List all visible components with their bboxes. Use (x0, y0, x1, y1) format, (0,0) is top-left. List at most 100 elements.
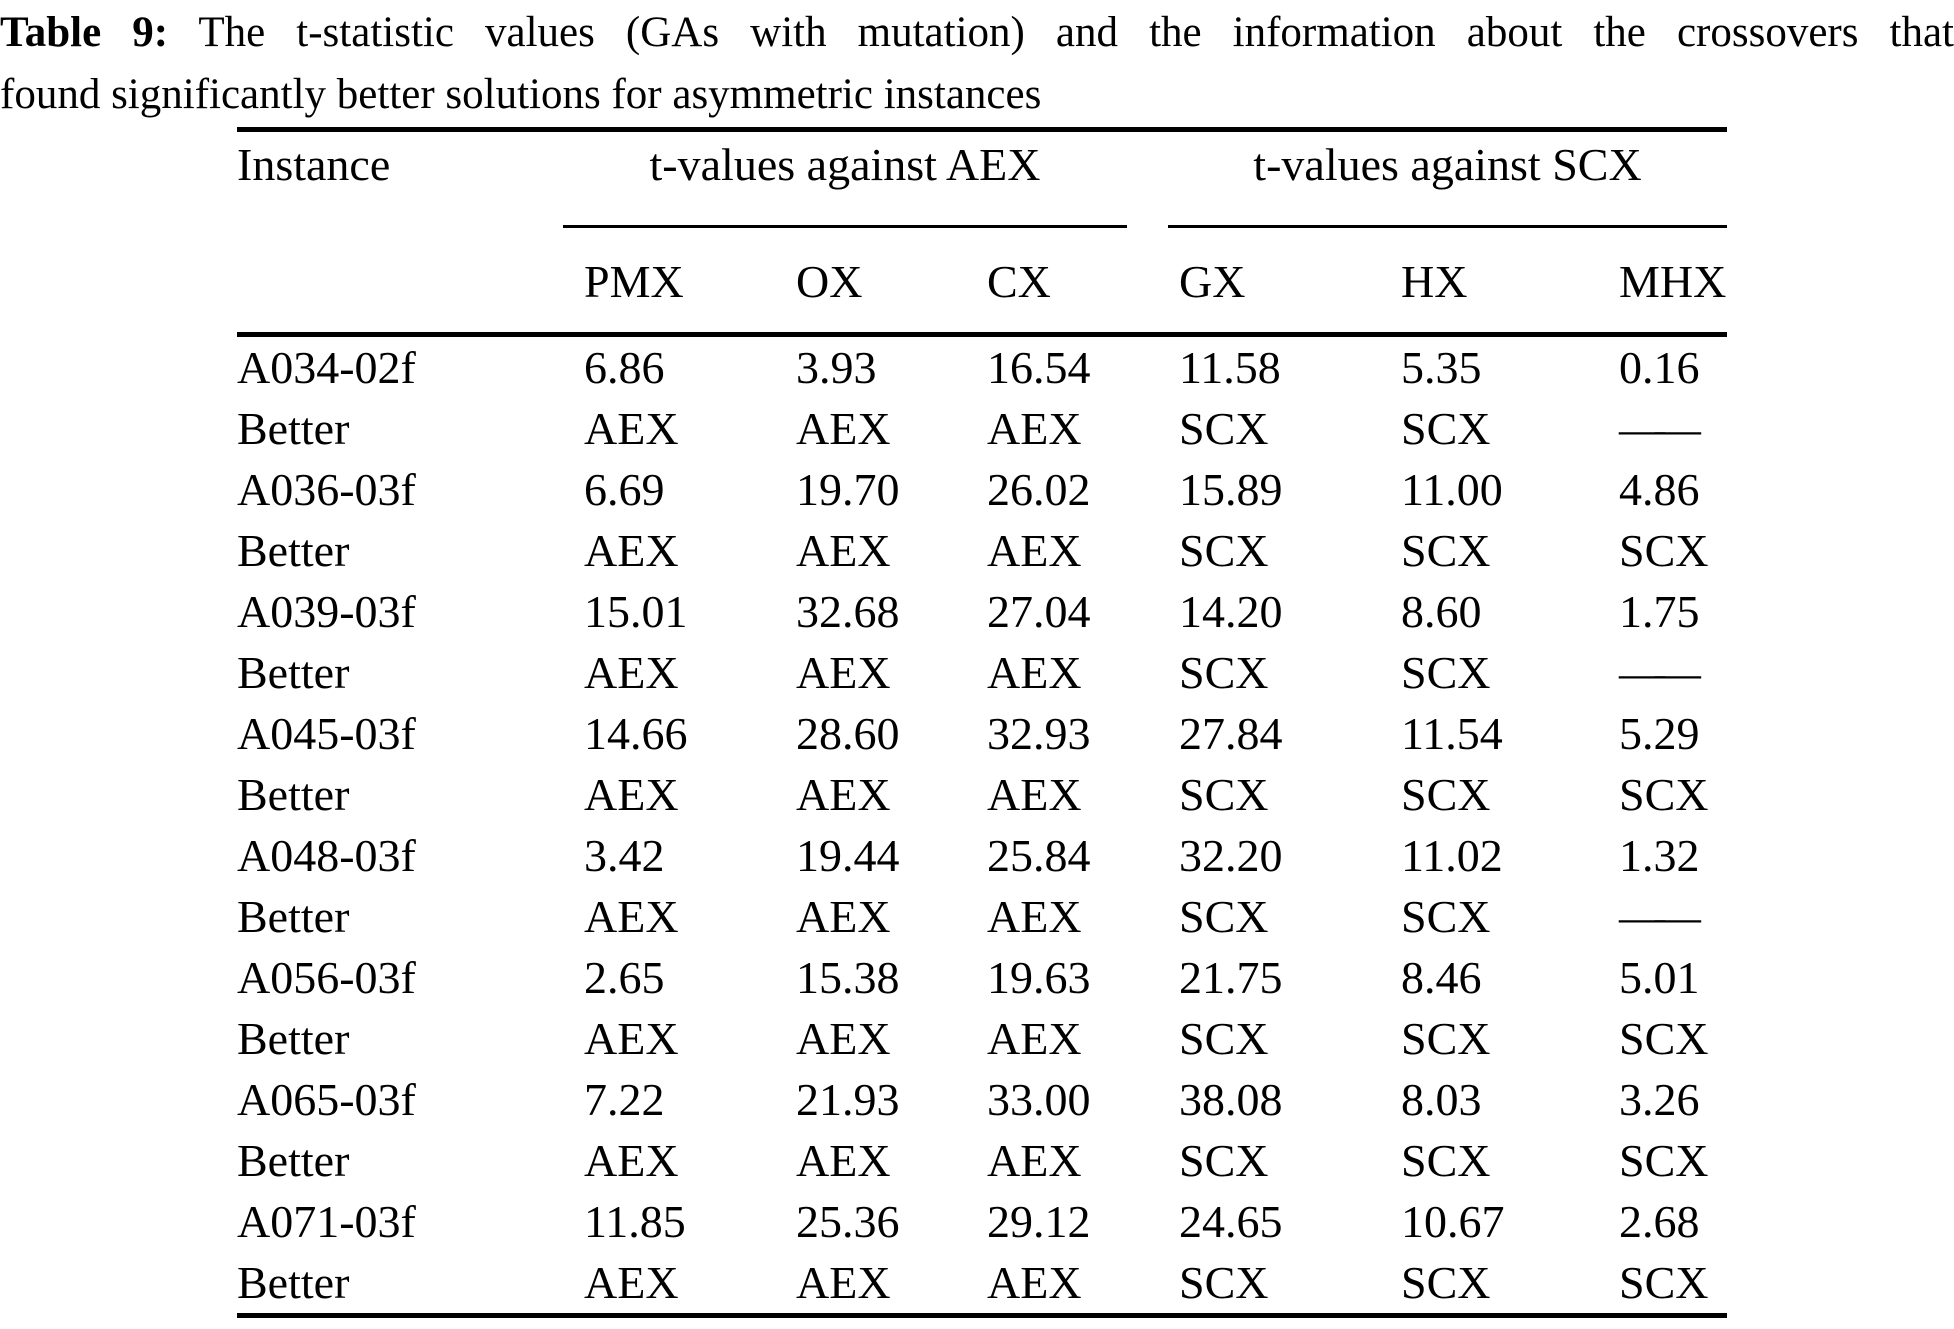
row-label: Better (237, 524, 350, 576)
row-label: A056-03f (237, 951, 416, 1003)
table-cell: 8.60 (1401, 585, 1482, 637)
table-cell: 1.32 (1619, 829, 1700, 881)
table-cell: SCX (1401, 1256, 1491, 1308)
table-row: A034-02f 6.86 3.93 16.54 11.58 5.35 0.16 (237, 337, 1727, 398)
table-cell: SCX (1179, 402, 1269, 454)
table-cell: 15.01 (584, 585, 688, 637)
row-label: A036-03f (237, 463, 416, 515)
table-cell: SCX (1401, 1134, 1491, 1186)
row-label: Better (237, 1012, 350, 1064)
table-cell: SCX (1179, 646, 1269, 698)
table-cell: 14.66 (584, 707, 688, 759)
table-cell: 11.85 (584, 1195, 686, 1247)
table-cell: 29.12 (987, 1195, 1091, 1247)
table-row: Better AEX AEX AEX SCX SCX SCX (237, 1130, 1727, 1191)
table-cell: AEX (584, 1134, 679, 1186)
row-label: Better (237, 768, 350, 820)
table-cell: 26.02 (987, 463, 1091, 515)
group-header-scx: t-values against SCX (1253, 139, 1642, 190)
table-cell: SCX (1179, 768, 1269, 820)
table-cell: AEX (584, 768, 679, 820)
table-row: A039-03f 15.01 32.68 27.04 14.20 8.60 1.75 (237, 581, 1727, 642)
table-cell: AEX (987, 768, 1082, 820)
table-cell: AEX (987, 524, 1082, 576)
table-cell: AEX (987, 890, 1082, 942)
table-cell: 4.86 (1619, 463, 1700, 515)
table-cell: 2.68 (1619, 1195, 1700, 1247)
table-cell: 32.93 (987, 707, 1091, 759)
table-top-rule (237, 127, 1727, 132)
table-cell: 21.93 (796, 1073, 900, 1125)
table-column-header-row: PMX OX CX GX HX MHX (237, 228, 1727, 332)
table-cell: 15.38 (796, 951, 900, 1003)
table-cell: SCX (1619, 524, 1709, 576)
table-cell: AEX (584, 402, 679, 454)
table-cell: 5.35 (1401, 341, 1482, 393)
table-cell: 15.89 (1179, 463, 1283, 515)
group-header-rules (237, 225, 1727, 228)
table-cell: SCX (1619, 1012, 1709, 1064)
table-cell: SCX (1179, 524, 1269, 576)
table-cell: AEX (584, 1012, 679, 1064)
table-cell: 27.84 (1179, 707, 1283, 759)
column-header-gx: GX (1179, 255, 1246, 307)
table-row: Better AEX AEX AEX SCX SCX SCX (237, 520, 1727, 581)
table-cell: SCX (1401, 1012, 1491, 1064)
row-label: A034-02f (237, 341, 416, 393)
no-winner-dash: —— (1619, 646, 1701, 698)
table-cell: AEX (987, 1134, 1082, 1186)
table-row: Better AEX AEX AEX SCX SCX SCX (237, 1252, 1727, 1313)
table-cell: AEX (987, 402, 1082, 454)
table-cell: AEX (796, 402, 891, 454)
table-cell: AEX (796, 1134, 891, 1186)
table-cell: AEX (987, 1012, 1082, 1064)
table-cell: 11.00 (1401, 463, 1503, 515)
table-row: A071-03f 11.85 25.36 29.12 24.65 10.67 2.68 (237, 1191, 1727, 1252)
table-cell: SCX (1401, 768, 1491, 820)
table-cell: 2.65 (584, 951, 665, 1003)
table-cell: AEX (796, 646, 891, 698)
table-row: A036-03f 6.69 19.70 26.02 15.89 11.00 4.86 (237, 459, 1727, 520)
row-label: A065-03f (237, 1073, 416, 1125)
caption-line-1: Table 9: The t-statistic values (GAs wit… (0, 2, 1954, 64)
table-cell: 27.04 (987, 585, 1091, 637)
table-cell: 11.54 (1401, 707, 1503, 759)
table-cell: 19.70 (796, 463, 900, 515)
table-cell: AEX (584, 1256, 679, 1308)
table-cell: AEX (796, 524, 891, 576)
table-row: A045-03f 14.66 28.60 32.93 27.84 11.54 5.29 (237, 703, 1727, 764)
table-cell: 11.02 (1401, 829, 1503, 881)
row-label: Better (237, 646, 350, 698)
table-cell: SCX (1401, 646, 1491, 698)
table-cell: AEX (584, 646, 679, 698)
table-cell: 19.63 (987, 951, 1091, 1003)
table-cell: 5.29 (1619, 707, 1700, 759)
table-cell: 8.46 (1401, 951, 1482, 1003)
table-cell: 28.60 (796, 707, 900, 759)
table-cell: 10.67 (1401, 1195, 1505, 1247)
statistics-table: Instance t-values against AEX t-values a… (237, 127, 1727, 1318)
row-label: A045-03f (237, 707, 416, 759)
table-cell: AEX (987, 646, 1082, 698)
table-cell: 5.01 (1619, 951, 1700, 1003)
column-header-pmx: PMX (584, 255, 684, 307)
table-cell: 33.00 (987, 1073, 1091, 1125)
row-label: A039-03f (237, 585, 416, 637)
table-cell: 8.03 (1401, 1073, 1482, 1125)
table-row: Better AEX AEX AEX SCX SCX —— (237, 642, 1727, 703)
table-row: Better AEX AEX AEX SCX SCX SCX (237, 764, 1727, 825)
table-cell: SCX (1179, 1012, 1269, 1064)
table-cell: AEX (584, 524, 679, 576)
column-header-hx: HX (1401, 255, 1468, 307)
caption-label: Table 9: (0, 9, 169, 56)
table-cell: 38.08 (1179, 1073, 1283, 1125)
table-cell: 6.69 (584, 463, 665, 515)
table-cell: SCX (1401, 524, 1491, 576)
group-header-aex: t-values against AEX (649, 139, 1041, 190)
table-row: A048-03f 3.42 19.44 25.84 32.20 11.02 1.32 (237, 825, 1727, 886)
table-cell: SCX (1401, 402, 1491, 454)
table-cell: 11.58 (1179, 341, 1281, 393)
table-row: Better AEX AEX AEX SCX SCX —— (237, 886, 1727, 947)
table-cell: AEX (796, 1256, 891, 1308)
table-group-header-row: Instance t-values against AEX t-values a… (237, 132, 1727, 225)
